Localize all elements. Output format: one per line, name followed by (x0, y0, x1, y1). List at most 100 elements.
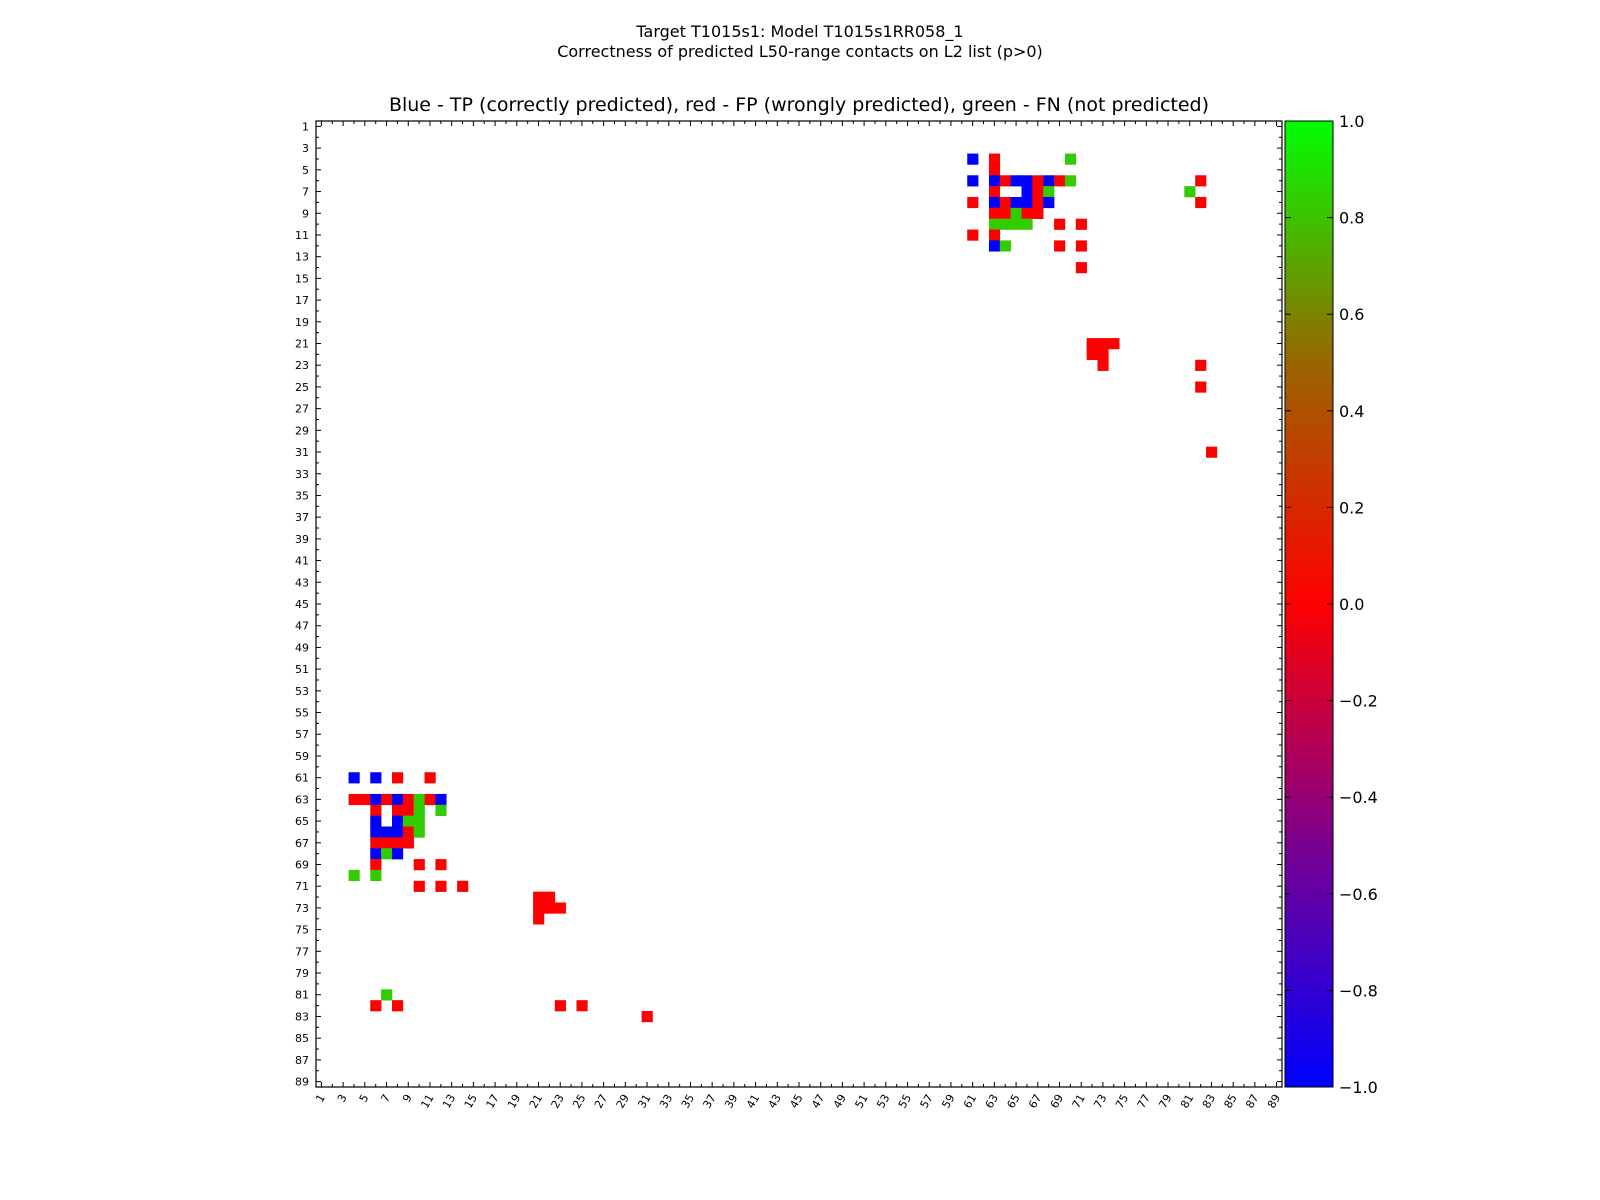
y-tick-label: 3 (302, 142, 309, 155)
y-tick-label: 31 (295, 446, 309, 459)
y-tick-label: 57 (295, 728, 309, 741)
x-tick-label: 3 (335, 1092, 350, 1105)
y-tick-label: 29 (295, 424, 309, 437)
x-tick-label: 7 (378, 1092, 393, 1105)
y-tick-label: 39 (295, 533, 309, 546)
x-tick-label: 43 (766, 1092, 784, 1111)
contact-cell-fn (999, 240, 1011, 252)
contact-cell-tp (1010, 196, 1022, 209)
contact-cell-fp (1032, 207, 1044, 219)
y-tick-label: 43 (295, 576, 309, 589)
contact-cell-fp (370, 859, 382, 871)
contact-cell-fp (1195, 175, 1207, 187)
contact-cell-tp (1043, 196, 1055, 209)
y-tick-label: 27 (295, 403, 309, 416)
x-tick-label: 87 (1243, 1092, 1261, 1111)
contact-cell-fp (576, 1000, 588, 1012)
y-tick-label: 1 (302, 120, 309, 133)
contact-cell-fp (967, 196, 979, 209)
y-tick-label: 19 (295, 316, 309, 329)
contact-cell-fp (967, 229, 979, 241)
contact-cell-fp (1075, 262, 1087, 274)
y-tick-label: 11 (295, 229, 309, 242)
contact-cell-tp (370, 848, 382, 860)
contact-cell-fp (1075, 218, 1087, 230)
contact-cell-fp (1032, 196, 1044, 209)
contact-cell-fp (999, 207, 1011, 219)
contact-cell-fp (402, 804, 414, 816)
x-tick-label: 15 (462, 1092, 480, 1111)
contact-cell-fp (391, 837, 404, 849)
contact-cell-fn (370, 869, 382, 882)
x-tick-label: 37 (701, 1092, 719, 1111)
chart-title-line2: Correctness of predicted L50-range conta… (557, 42, 1043, 61)
y-tick-label: 81 (295, 989, 309, 1002)
x-tick-label: 35 (679, 1092, 697, 1111)
colorbar-tick-label: 1.0 (1339, 112, 1364, 131)
colorbar-tick-label: 0.6 (1339, 305, 1364, 324)
x-tick-label: 75 (1113, 1092, 1131, 1111)
contact-cell-tp (391, 793, 404, 806)
x-tick-label: 59 (939, 1092, 957, 1111)
contact-cell-fp (1086, 348, 1098, 361)
contact-cell-fp (554, 1000, 566, 1012)
contact-cell-fp (381, 793, 393, 806)
contact-cell-tp (381, 826, 393, 838)
x-tick-label: 63 (983, 1092, 1001, 1111)
x-tick-label: 67 (1026, 1092, 1044, 1111)
contact-cell-tp (370, 815, 382, 827)
x-tick-label: 11 (418, 1092, 436, 1111)
contact-cell-fn (413, 826, 425, 838)
y-tick-label: 87 (295, 1054, 309, 1067)
x-tick-label: 89 (1265, 1092, 1283, 1111)
contact-cell-fn (413, 815, 425, 827)
contact-cell-fp (424, 772, 436, 784)
x-tick-label: 5 (357, 1092, 372, 1105)
contact-cell-fp (1195, 359, 1207, 371)
contact-cell-fp (988, 186, 1001, 198)
contact-cell-fn (988, 218, 1001, 230)
y-tick-label: 67 (295, 837, 309, 850)
contact-cell-fn (381, 989, 393, 1001)
contact-cell-fn (1184, 186, 1196, 198)
contact-cell-fp (999, 175, 1011, 187)
y-tick-label: 45 (295, 598, 309, 611)
contact-cell-fp (1086, 338, 1098, 350)
contact-cell-fp (435, 880, 447, 892)
x-tick-label: 19 (505, 1092, 523, 1111)
contact-cell-fn (999, 218, 1011, 230)
contact-cell-fp (1075, 240, 1087, 252)
x-tick-label: 9 (400, 1092, 415, 1105)
contact-cell-fp (1032, 175, 1044, 187)
contact-cell-fp (348, 793, 360, 806)
x-tick-label: 21 (527, 1092, 545, 1111)
contact-cell-fp (370, 804, 382, 816)
contact-cell-fn (1064, 153, 1077, 165)
y-tick-label: 89 (295, 1076, 309, 1089)
contact-cell-tp (988, 196, 1001, 209)
y-tick-label: 71 (295, 880, 309, 893)
contact-cell-fp (1097, 348, 1109, 361)
contact-cell-tp (370, 772, 382, 784)
contact-cell-fn (348, 869, 360, 882)
contact-cell-tp (1021, 175, 1033, 187)
y-tick-label: 85 (295, 1032, 309, 1045)
x-tick-label: 27 (592, 1092, 610, 1111)
y-tick-label: 51 (295, 663, 309, 676)
y-tick-label: 9 (302, 207, 309, 220)
contact-cell-fp (370, 837, 382, 849)
chart-title-line1: Target T1015s1: Model T1015s1RR058_1 (636, 22, 964, 41)
y-tick-label: 53 (295, 685, 309, 698)
y-tick-label: 23 (295, 359, 309, 372)
x-tick-label: 39 (722, 1092, 740, 1111)
colorbar-ticks: 1.0 0.8 0.6 0.4 0.2 0.0 −0.2 −0.4 −0.6 −0.8 −1.0 (1285, 112, 1378, 1097)
y-tick-label: 63 (295, 793, 309, 806)
contact-cell-tp (988, 175, 1001, 187)
y-tick-label: 35 (295, 489, 309, 502)
x-tick-label: 31 (635, 1092, 653, 1111)
contact-cell-fp (1097, 359, 1109, 371)
contact-cell-tp (370, 826, 382, 838)
x-tick-label: 23 (549, 1092, 567, 1111)
contact-cell-fp (1195, 196, 1207, 209)
contact-cell-tp (1021, 186, 1033, 198)
